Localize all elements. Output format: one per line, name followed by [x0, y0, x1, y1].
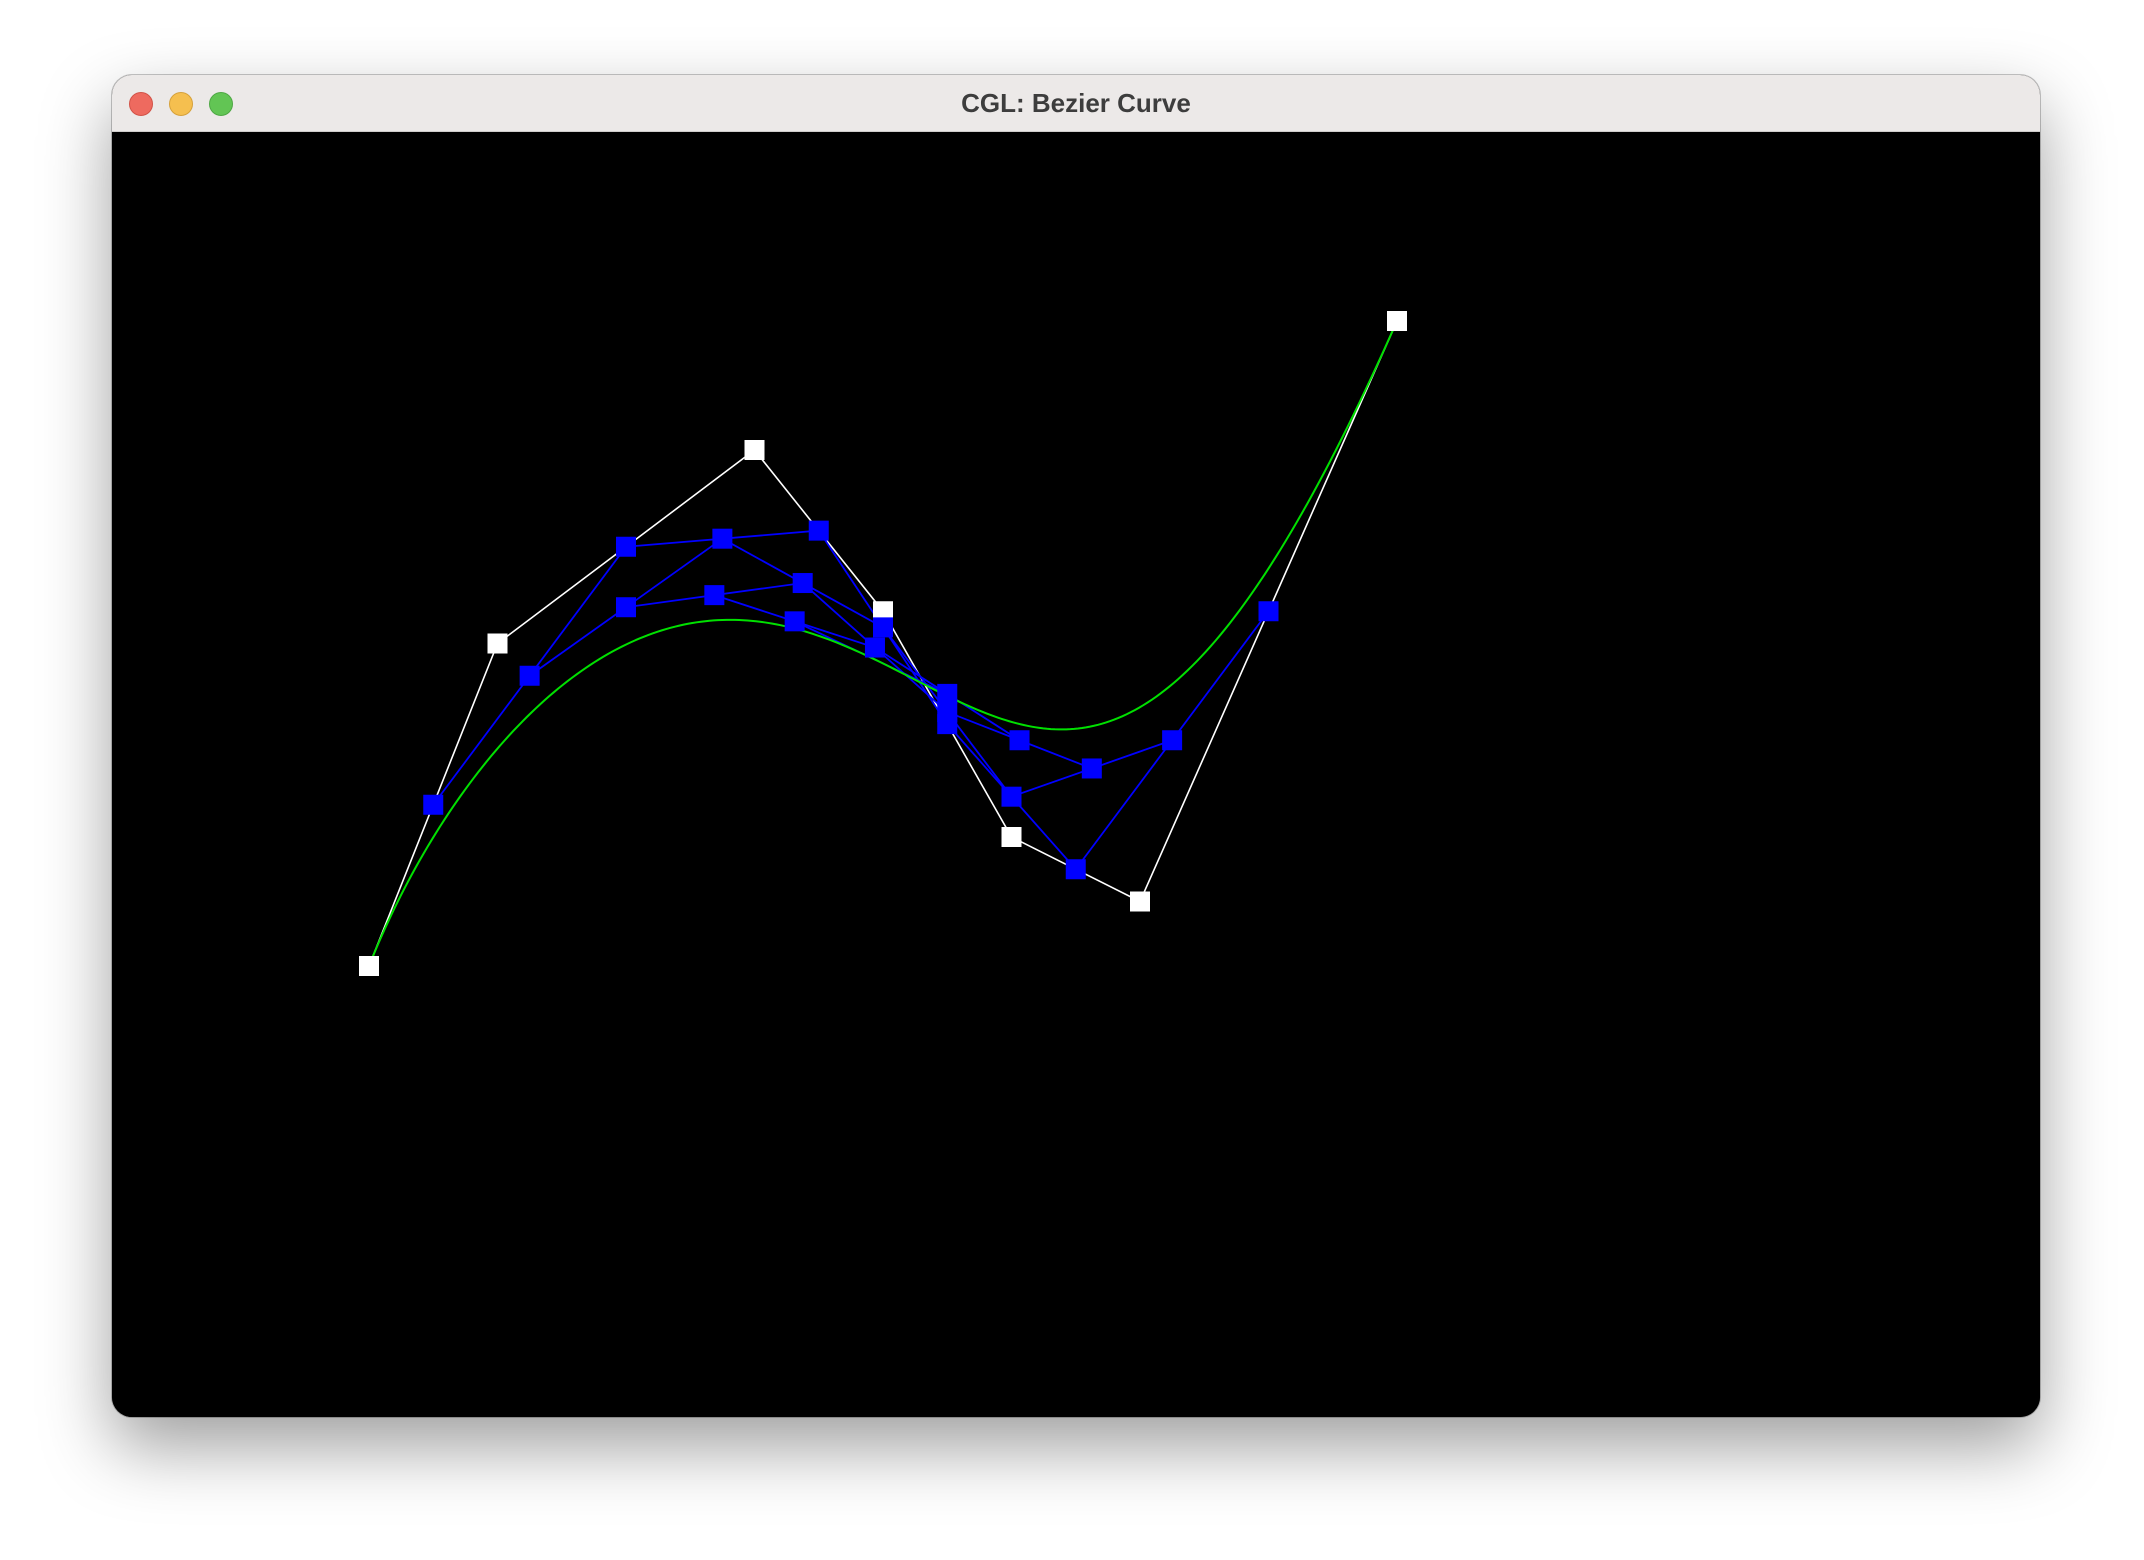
- window-title: CGL: Bezier Curve: [112, 75, 2040, 132]
- intermediate-point-4-3: [1010, 730, 1030, 750]
- intermediate-point-5-2: [937, 684, 957, 704]
- intermediate-point-2-5: [1162, 730, 1182, 750]
- intermediate-point-4-2: [865, 638, 885, 658]
- intermediate-point-3-4: [1082, 758, 1102, 778]
- intermediate-point-3-1: [616, 597, 636, 617]
- control-point-6[interactable]: [1130, 892, 1150, 912]
- intermediate-point-4-1: [704, 585, 724, 605]
- intermediate-point-1-1: [423, 795, 443, 815]
- intermediate-point-3-3: [937, 702, 957, 722]
- intermediate-point-2-1: [520, 666, 540, 686]
- intermediate-point-1-3: [809, 521, 829, 541]
- intermediate-point-1-6: [1259, 601, 1279, 621]
- intermediate-point-2-3: [873, 617, 893, 637]
- render-canvas[interactable]: Framerate: 116 fps: [112, 132, 2040, 1417]
- app-window: CGL: Bezier Curve Framerate: 116 fps: [112, 75, 2040, 1417]
- control-point-2[interactable]: [488, 634, 508, 654]
- intermediate-point-2-2: [712, 529, 732, 549]
- intermediate-point-1-5: [1066, 859, 1086, 879]
- intermediate-point-3-2: [793, 573, 813, 593]
- intermediate-point-5-1: [785, 611, 805, 631]
- title-bar[interactable]: CGL: Bezier Curve: [112, 75, 2040, 132]
- intermediate-point-1-2: [616, 537, 636, 557]
- intermediate-level-1: [433, 531, 1268, 870]
- intermediate-level-4: [714, 595, 1019, 740]
- control-point-5[interactable]: [1002, 827, 1022, 847]
- intermediate-point-2-4: [1002, 787, 1022, 807]
- control-point-3[interactable]: [745, 440, 765, 460]
- control-point-1[interactable]: [359, 956, 379, 976]
- control-point-7[interactable]: [1387, 311, 1407, 331]
- bezier-scene[interactable]: [112, 132, 2040, 1417]
